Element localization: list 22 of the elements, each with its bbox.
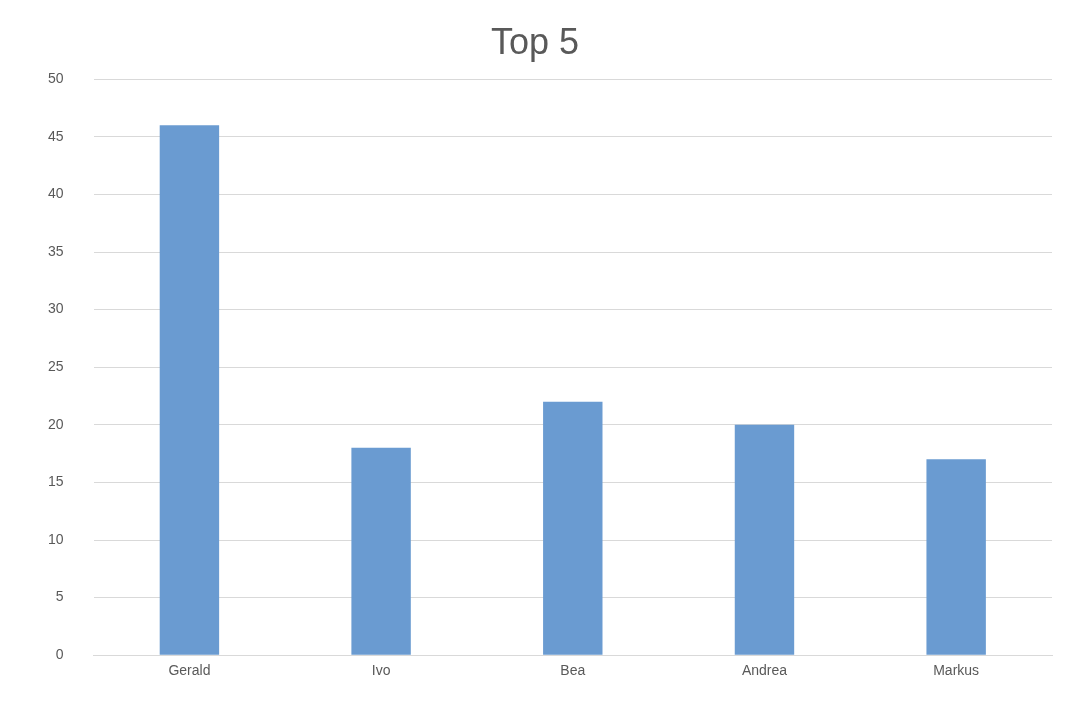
y-tick-label: 25 xyxy=(47,358,64,375)
x-tick-label: Markus xyxy=(933,662,980,679)
y-tick-label: 50 xyxy=(47,70,64,87)
bar xyxy=(734,424,795,655)
y-tick-label: 30 xyxy=(47,300,64,317)
y-tick-label: 15 xyxy=(47,473,64,490)
y-tick-label: 40 xyxy=(47,185,64,202)
x-tick-label: Bea xyxy=(560,662,586,679)
bar xyxy=(926,459,986,655)
x-tick-label: Andrea xyxy=(741,662,788,679)
bar xyxy=(159,125,220,655)
x-tick-label: Ivo xyxy=(371,662,391,679)
y-tick-label: 10 xyxy=(47,530,64,547)
y-tick-label: 45 xyxy=(47,127,64,144)
bar xyxy=(351,447,411,655)
y-tick-label: 35 xyxy=(47,242,64,259)
x-tick-label: Gerald xyxy=(168,662,211,679)
chart-title: Top 5 xyxy=(490,20,580,62)
y-tick-label: 0 xyxy=(55,646,64,663)
y-tick-label: 20 xyxy=(47,415,64,432)
bar xyxy=(543,401,603,655)
y-tick-label: 5 xyxy=(55,588,64,605)
